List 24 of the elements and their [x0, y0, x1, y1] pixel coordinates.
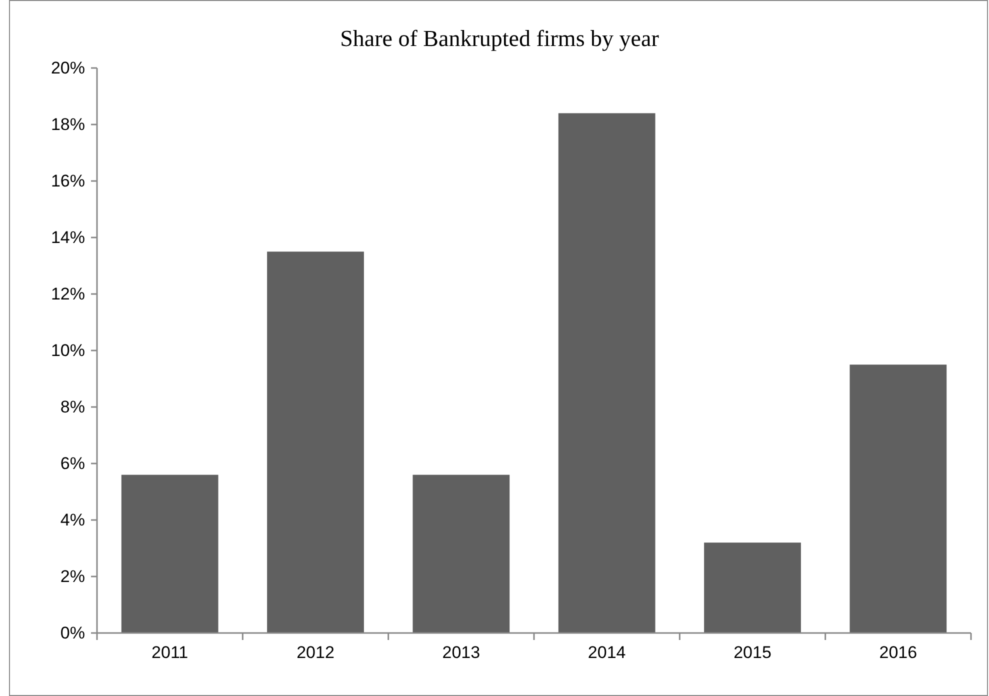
y-tick-label: 10%: [50, 340, 85, 360]
x-tick-label: 2012: [296, 643, 334, 662]
bar: [558, 113, 656, 633]
x-tick-label: 2014: [588, 643, 626, 662]
chart-title: Share of Bankrupted firms by year: [340, 26, 660, 51]
bar: [412, 474, 510, 633]
y-tick-label: 20%: [50, 58, 85, 78]
y-tick-label: 6%: [60, 454, 85, 473]
y-tick-label: 2%: [60, 566, 85, 586]
y-tick-label: 8%: [60, 397, 85, 416]
x-tick-label: 2015: [734, 643, 772, 662]
bar: [704, 542, 801, 633]
bar: [850, 364, 947, 633]
y-tick-label: 12%: [50, 284, 85, 304]
y-tick-label: 14%: [50, 228, 85, 247]
x-tick-label: 2016: [879, 643, 918, 662]
bar: [121, 474, 218, 633]
y-tick-label: 16%: [50, 171, 85, 190]
y-tick-label: 18%: [50, 114, 85, 134]
x-tick-label: 2013: [442, 643, 480, 662]
y-tick-label: 4%: [60, 510, 85, 530]
x-tick-label: 2011: [152, 643, 188, 662]
y-tick-label: 0%: [60, 623, 85, 642]
bar: [267, 252, 364, 633]
